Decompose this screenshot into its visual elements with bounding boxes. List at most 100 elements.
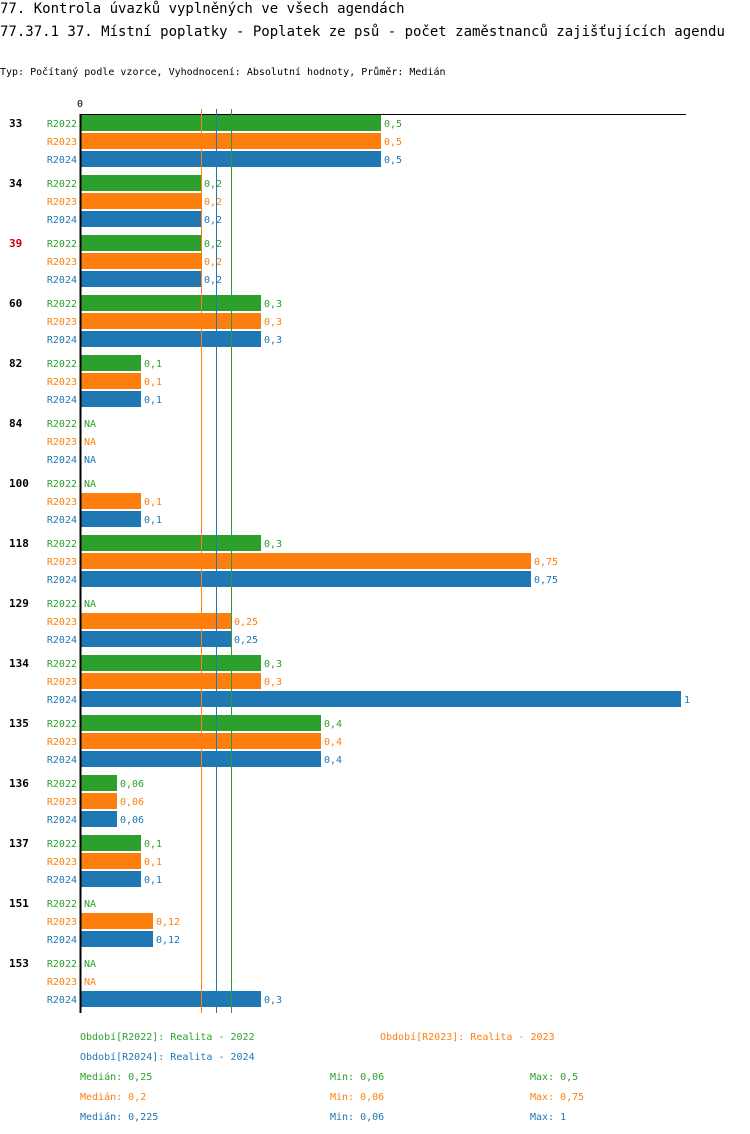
data-label: 0,2: [204, 215, 222, 226]
bar: [81, 331, 261, 347]
data-label: 0,25: [234, 635, 258, 646]
series-label: R2024: [47, 935, 77, 946]
bar: [81, 811, 117, 827]
legend-entry: Období[R2022]: Realita - 2022: [80, 1031, 255, 1043]
series-label: R2022: [47, 719, 77, 730]
series-label: R2024: [47, 335, 77, 346]
data-label: 0,06: [120, 815, 144, 826]
data-label: 0,75: [534, 557, 558, 568]
bar: [81, 655, 261, 671]
data-label: NA: [84, 437, 96, 448]
data-label: 1: [684, 695, 690, 706]
data-label: 0,3: [264, 995, 282, 1006]
bar: [81, 313, 261, 329]
bar: [81, 991, 261, 1007]
data-label: 0,2: [204, 179, 222, 190]
data-label: 0,1: [144, 497, 162, 508]
bar: [81, 271, 201, 287]
data-label: NA: [84, 977, 96, 988]
series-label: R2024: [47, 635, 77, 646]
bar: [81, 511, 141, 527]
stat-min: Min: 0,06: [330, 1112, 384, 1123]
series-label: R2024: [47, 875, 77, 886]
series-label: R2023: [47, 917, 77, 928]
chart-subtitle: 77.37.1 37. Místní poplatky - Poplatek z…: [0, 24, 725, 40]
data-label: NA: [84, 599, 96, 610]
data-label: NA: [84, 899, 96, 910]
data-label: 0,1: [144, 395, 162, 406]
category-label: 82: [9, 357, 22, 370]
series-label: R2022: [47, 599, 77, 610]
series-label: R2023: [47, 377, 77, 388]
bar: [81, 775, 117, 791]
data-label: 0,1: [144, 515, 162, 526]
data-label: 0,2: [204, 197, 222, 208]
series-label: R2023: [47, 437, 77, 448]
series-label: R2022: [47, 179, 77, 190]
category-label: 151: [9, 897, 29, 910]
data-label: 0,3: [264, 299, 282, 310]
bar: [81, 871, 141, 887]
data-label: 0,25: [234, 617, 258, 628]
series-label: R2024: [47, 515, 77, 526]
series-label: R2022: [47, 419, 77, 430]
bar: [81, 673, 261, 689]
stat-median: Medián: 0,2: [80, 1091, 146, 1103]
data-label: 0,1: [144, 875, 162, 886]
series-label: R2024: [47, 755, 77, 766]
series-label: R2024: [47, 215, 77, 226]
data-label: NA: [84, 419, 96, 430]
x-axis-zero-label: 0: [77, 99, 83, 110]
bar: [81, 373, 141, 389]
series-label: R2022: [47, 539, 77, 550]
bar: [81, 193, 201, 209]
stat-median: Medián: 0,225: [80, 1111, 158, 1123]
chart-info: Typ: Počítaný podle vzorce, Vyhodnocení:…: [0, 67, 446, 78]
series-label: R2023: [47, 737, 77, 748]
series-label: R2023: [47, 197, 77, 208]
bar: [81, 793, 117, 809]
category-label: 39: [9, 237, 22, 250]
series-label: R2022: [47, 479, 77, 490]
bar: [81, 391, 141, 407]
stat-min: Min: 0,06: [330, 1092, 384, 1103]
category-label: 34: [9, 177, 23, 190]
bar: [81, 295, 261, 311]
series-label: R2022: [47, 839, 77, 850]
data-label: 0,5: [384, 137, 402, 148]
series-label: R2023: [47, 137, 77, 148]
data-label: 0,3: [264, 317, 282, 328]
series-label: R2024: [47, 995, 77, 1006]
category-label: 134: [9, 657, 29, 670]
series-label: R2022: [47, 299, 77, 310]
category-label: 118: [9, 537, 29, 550]
series-label: R2024: [47, 815, 77, 826]
series-label: R2024: [47, 575, 77, 586]
category-label: 137: [9, 837, 29, 850]
stat-max: Max: 0,5: [530, 1072, 578, 1083]
stat-median: Medián: 0,25: [80, 1071, 152, 1083]
series-label: R2022: [47, 779, 77, 790]
legend-entry: Období[R2024]: Realita - 2024: [80, 1051, 255, 1063]
stat-min: Min: 0,06: [330, 1072, 384, 1083]
series-label: R2023: [47, 317, 77, 328]
series-label: R2024: [47, 395, 77, 406]
series-label: R2023: [47, 257, 77, 268]
data-label: 0,3: [264, 659, 282, 670]
data-label: 0,2: [204, 257, 222, 268]
data-label: 0,2: [204, 239, 222, 250]
legend-entry: Období[R2023]: Realita - 2023: [380, 1031, 555, 1043]
data-label: NA: [84, 455, 96, 466]
series-label: R2023: [47, 677, 77, 688]
bar: [81, 535, 261, 551]
data-label: 0,1: [144, 839, 162, 850]
series-label: R2024: [47, 455, 77, 466]
category-label: 60: [9, 297, 22, 310]
data-label: 0,1: [144, 359, 162, 370]
data-label: NA: [84, 479, 96, 490]
bar: [81, 355, 141, 371]
category-label: 84: [9, 417, 23, 430]
category-label: 136: [9, 777, 29, 790]
data-label: 0,12: [156, 935, 180, 946]
